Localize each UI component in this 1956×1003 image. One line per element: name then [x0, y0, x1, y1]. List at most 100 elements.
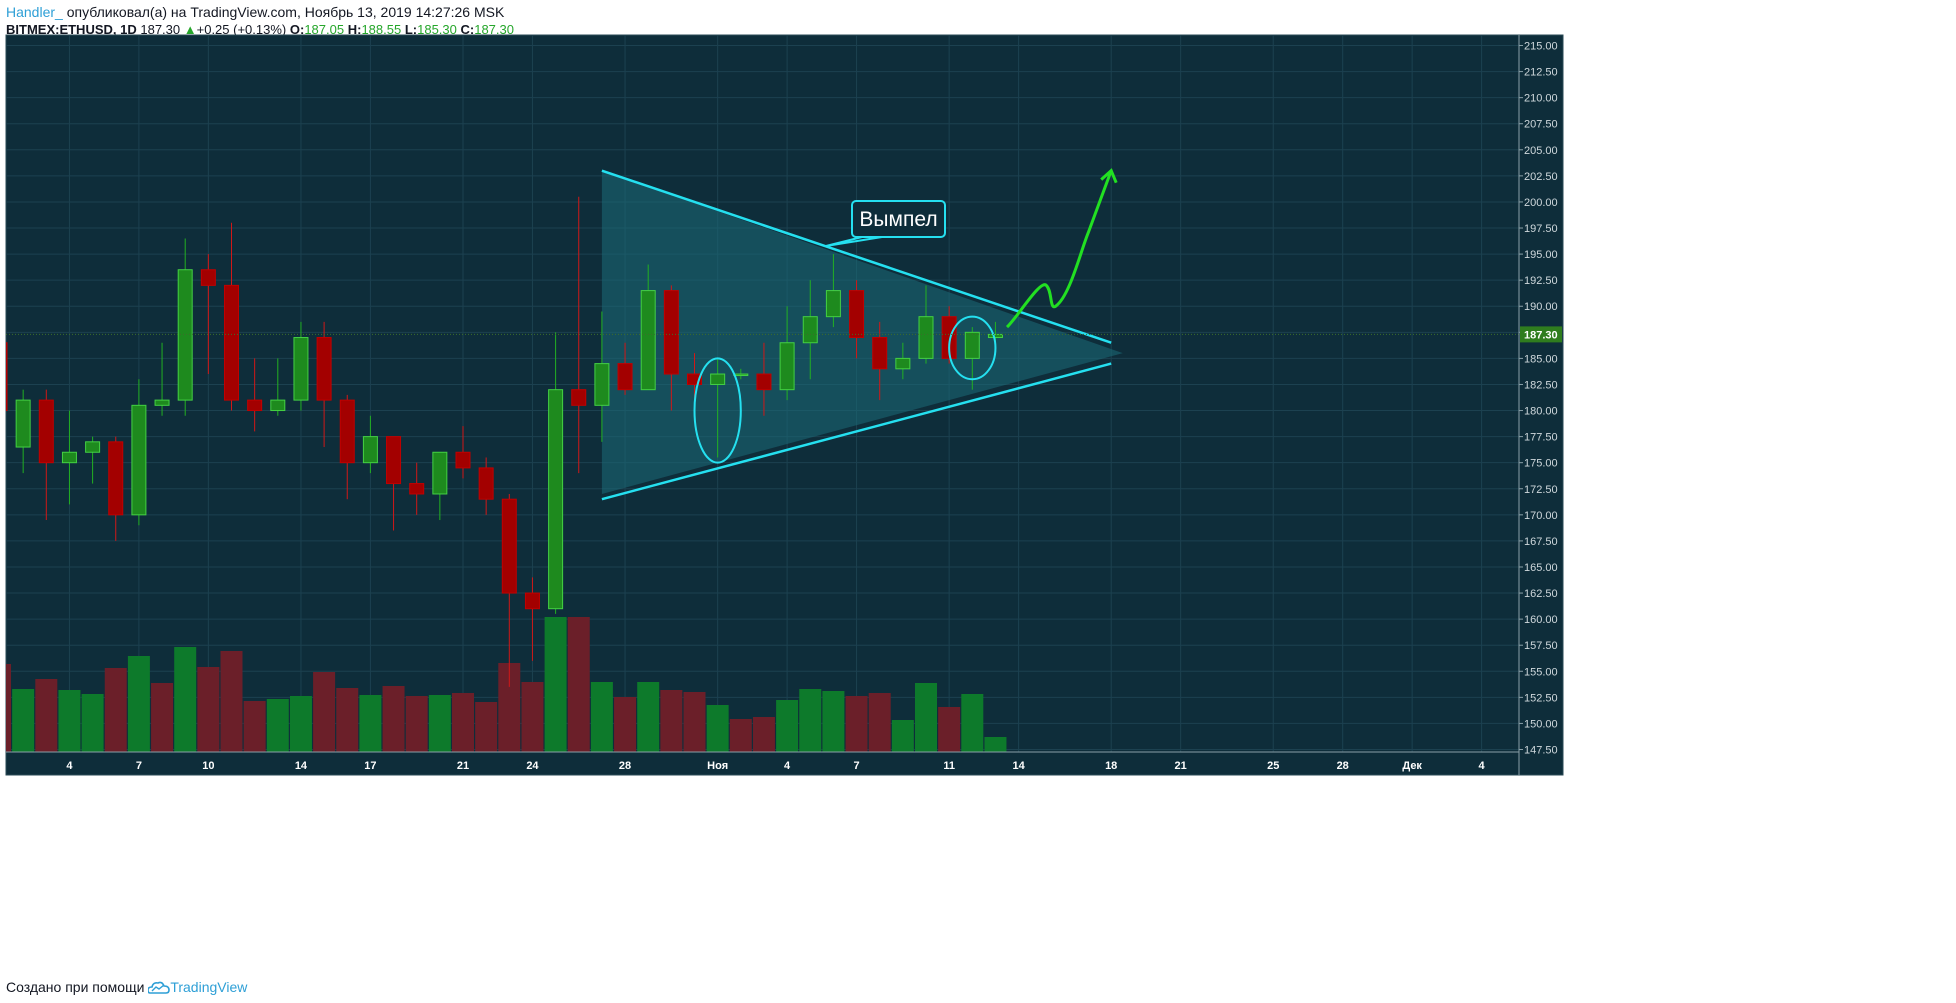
price-tick-label: 160.00 — [1524, 614, 1558, 626]
candle-body — [478, 467, 494, 500]
volume-bar — [915, 683, 937, 752]
candle-body — [918, 316, 934, 359]
price-tick-label: 180.00 — [1524, 406, 1558, 418]
highlight-ellipse — [693, 357, 742, 464]
volume-bar — [428, 695, 451, 752]
candle-body — [200, 269, 216, 286]
symbol-label: BITMEX:ETHUSD, 1D — [6, 22, 137, 37]
volume-bar — [382, 686, 405, 752]
candle-body — [362, 436, 378, 464]
created-with-text: Создано при помощи — [6, 979, 145, 995]
price-tick-label: 215.00 — [1524, 41, 1558, 53]
highlight-ellipse — [948, 315, 997, 381]
volume-bar — [197, 667, 220, 752]
last-price: 187.30 — [140, 22, 181, 37]
time-tick-label: 24 — [526, 760, 539, 772]
candle-body — [524, 592, 540, 610]
candle-body — [571, 389, 587, 406]
time-tick-label: 14 — [295, 760, 308, 772]
volume-bar — [336, 688, 359, 752]
candle-body — [85, 441, 101, 453]
candle-body — [501, 498, 517, 594]
price-tick-label: 190.00 — [1524, 301, 1558, 313]
time-tick-label: 21 — [457, 760, 469, 772]
candle-body — [386, 436, 402, 485]
candle-body — [687, 373, 702, 385]
candle-body — [177, 269, 193, 401]
time-tick-label: 7 — [136, 760, 142, 772]
price-tick-label: 192.50 — [1524, 275, 1558, 287]
volume-bar — [706, 705, 729, 752]
price-tick-label: 185.00 — [1524, 353, 1558, 365]
time-tick-label: 14 — [1012, 760, 1025, 772]
volume-bar — [660, 690, 683, 752]
candle-body — [15, 399, 31, 448]
volume-bar — [359, 695, 382, 752]
candle-body — [432, 451, 448, 495]
author-link[interactable]: Handler_ — [6, 4, 63, 20]
volume-bar — [405, 696, 428, 752]
up-arrow-icon: ▲ — [183, 22, 197, 37]
candle-body — [802, 316, 818, 344]
time-tick-label: Дек — [1402, 760, 1422, 772]
volume-bar — [127, 656, 150, 752]
volume-bar — [799, 689, 822, 752]
volume-bar — [452, 693, 474, 752]
price-tick-label: 165.00 — [1524, 562, 1558, 574]
time-tick-label: 4 — [1479, 760, 1486, 772]
plot-area: Вымпел — [6, 35, 1519, 752]
tradingview-link[interactable]: TradingView — [170, 979, 248, 995]
price-tick-label: 197.50 — [1524, 223, 1558, 235]
price-tick-label: 147.50 — [1524, 745, 1558, 757]
price-tick-label: 210.00 — [1524, 93, 1558, 105]
volume-bar — [567, 617, 590, 752]
volume-bar — [544, 617, 567, 752]
candle-body — [987, 333, 1003, 339]
candle-body — [710, 373, 726, 385]
time-tick-label: 10 — [202, 760, 214, 772]
candle-body — [779, 342, 795, 391]
price-change: +0.25 (+0.13%) — [196, 22, 287, 37]
volume-bar — [220, 651, 243, 752]
volume-bar — [313, 672, 336, 752]
volume-bar — [35, 679, 58, 752]
time-tick-label: 28 — [619, 760, 631, 772]
volume-bar — [683, 692, 706, 752]
price-tick-label: 157.50 — [1524, 640, 1558, 652]
candle-body — [825, 290, 841, 318]
time-tick-label: 25 — [1267, 760, 1279, 772]
close-value: 187.30 — [474, 22, 514, 37]
pennant-upper-line — [601, 169, 1112, 344]
candle-body — [617, 363, 633, 391]
open-value: 187.05 — [304, 22, 345, 37]
candle-body — [941, 316, 957, 359]
volume-bar — [868, 693, 891, 752]
price-tick-label: 150.00 — [1524, 718, 1558, 730]
volume-bar — [81, 694, 104, 752]
high-value: 188.55 — [361, 22, 402, 37]
volume-bar — [12, 689, 35, 752]
volume-bar — [891, 720, 914, 752]
volume-bar — [289, 696, 312, 752]
candle-body — [548, 389, 564, 610]
candle-body — [316, 337, 332, 401]
publication-header: Handler_ опубликовал(а) на TradingView.c… — [6, 3, 504, 21]
time-tick-label: 4 — [784, 760, 791, 772]
time-tick-label: 7 — [853, 760, 859, 772]
time-tick-label: 17 — [364, 760, 376, 772]
volume-bar — [590, 682, 613, 752]
candle-body — [964, 331, 980, 359]
candle-body — [756, 373, 772, 391]
candle-body — [895, 357, 911, 370]
high-label: H: — [347, 22, 362, 37]
tradingview-cloud-icon — [148, 981, 171, 995]
price-tick-label: 182.50 — [1524, 379, 1558, 391]
volume-bar — [752, 717, 775, 752]
pennant-label-pointer — [825, 236, 883, 247]
price-tick-label: 172.50 — [1524, 484, 1558, 496]
price-tick-label: 177.50 — [1524, 432, 1558, 444]
time-tick-label: Ноя — [707, 760, 728, 772]
candle-body — [594, 363, 610, 406]
volume-bar — [174, 647, 197, 752]
